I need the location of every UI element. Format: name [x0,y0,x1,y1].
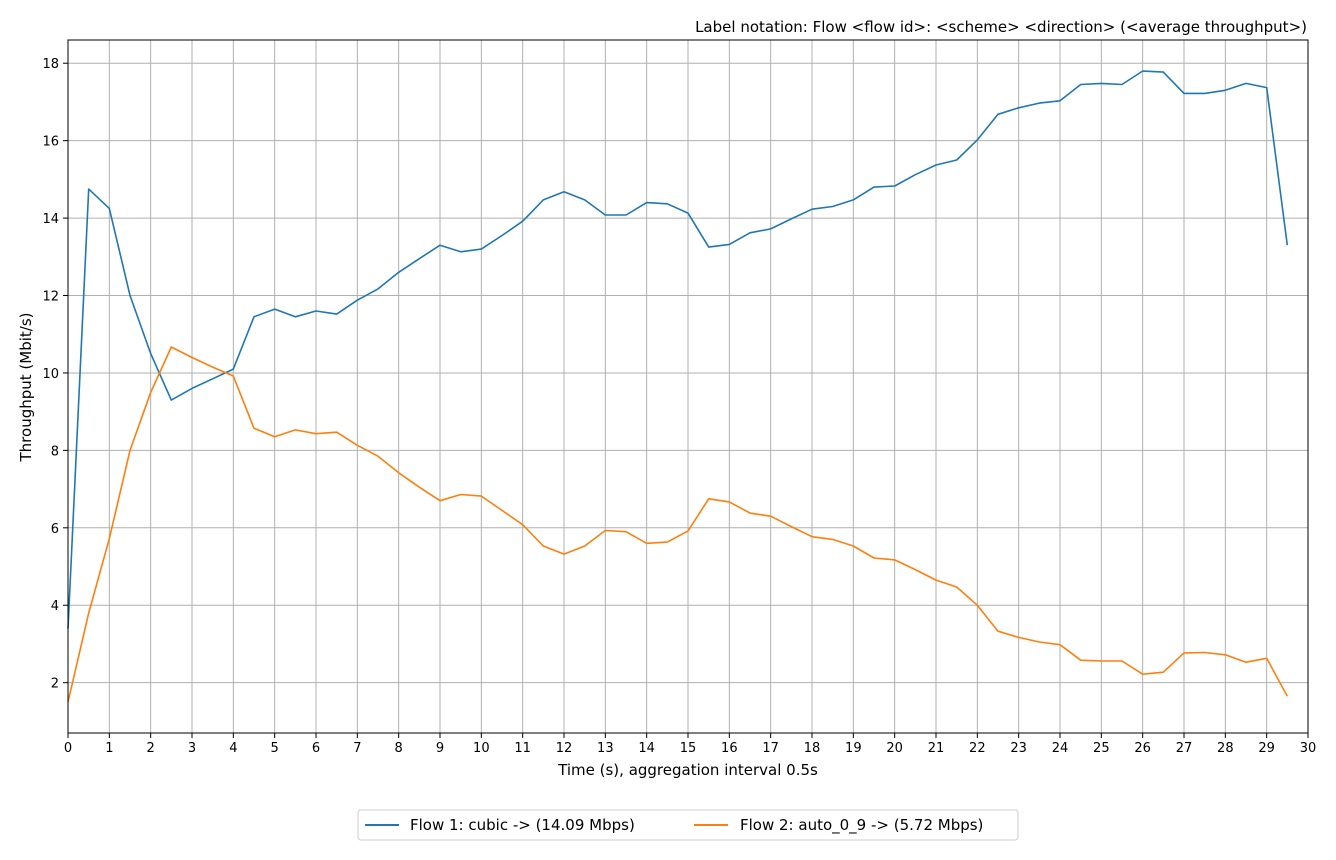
y-tick-label: 4 [51,599,59,614]
x-tick-label: 28 [1217,741,1234,756]
y-axis: 2 4 6 8 10 12 14 16 18 [42,57,68,692]
x-tick-label: 30 [1300,741,1317,756]
x-tick-label: 25 [1093,741,1110,756]
y-tick-label: 10 [42,367,59,382]
x-tick-label: 1 [105,741,113,756]
x-tick-label: 13 [597,741,614,756]
x-tick-label: 26 [1134,741,1151,756]
x-tick-label: 16 [721,741,738,756]
x-axis-label: Time (s), aggregation interval 0.5s [557,761,818,779]
x-axis: 0 1 2 3 4 5 6 7 8 9 10 11 12 13 14 15 16 17 18 19 20 21 22 23 24… [64,733,1316,756]
x-tick-label: 19 [845,741,862,756]
x-tick-label: 0 [64,741,72,756]
y-tick-label: 6 [51,522,59,537]
legend-box [357,809,1019,841]
y-tick-label: 12 [42,290,59,305]
legend-label-flow-2: Flow 2: auto_0_9 -> (5.72 Mbps) [740,816,983,835]
x-tick-label: 11 [514,741,531,756]
x-tick-label: 20 [886,741,903,756]
legend-label-flow-1: Flow 1: cubic -> (14.09 Mbps) [410,816,635,834]
x-tick-label: 27 [1176,741,1193,756]
x-tick-label: 2 [147,741,155,756]
legend: Flow 1: cubic -> (14.09 Mbps) Flow 2: au… [357,809,1019,841]
x-tick-label: 9 [436,741,444,756]
y-axis-label: Throughput (Mbit/s) [17,313,35,463]
y-tick-label: 14 [42,212,59,227]
x-tick-label: 14 [638,741,655,756]
y-tick-label: 2 [51,677,59,692]
x-tick-label: 4 [229,741,237,756]
x-tick-label: 17 [762,741,779,756]
x-tick-label: 6 [312,741,320,756]
series-line-flow-2 [67,346,1289,703]
series-lines [67,70,1289,703]
x-tick-label: 18 [804,741,821,756]
x-tick-label: 3 [188,741,196,756]
grid [67,40,1309,733]
x-tick-label: 10 [473,741,490,756]
series-line-flow-1 [67,70,1289,629]
y-tick-label: 8 [51,444,59,459]
x-tick-label: 15 [680,741,697,756]
chart-title: Label notation: Flow <flow id>: <scheme>… [695,18,1307,36]
x-tick-label: 22 [969,741,986,756]
x-tick-label: 21 [928,741,945,756]
x-tick-label: 8 [395,741,403,756]
x-tick-label: 29 [1258,741,1275,756]
x-tick-label: 5 [271,741,279,756]
x-tick-label: 24 [1052,741,1069,756]
y-tick-label: 18 [42,57,59,72]
x-tick-label: 7 [353,741,361,756]
y-tick-label: 16 [42,135,59,150]
x-tick-label: 12 [556,741,573,756]
x-tick-label: 23 [1010,741,1027,756]
